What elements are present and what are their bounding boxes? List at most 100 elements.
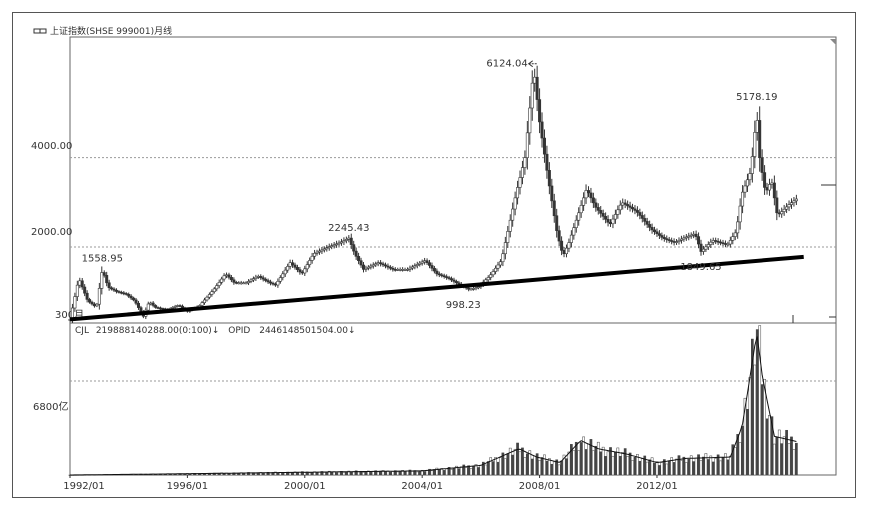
candle-body (205, 296, 209, 301)
candle-body (303, 268, 307, 274)
volume-bar (530, 458, 534, 476)
candle-body (613, 214, 617, 220)
volume-bar (486, 461, 490, 476)
candle-body (215, 285, 219, 290)
candle-body (278, 277, 282, 282)
candle-body (655, 231, 659, 234)
volume-bar (658, 465, 661, 476)
candle-body (132, 297, 136, 301)
candle-body (662, 237, 666, 239)
volume-bar (765, 418, 769, 476)
candle-body (772, 182, 776, 199)
volume-bar (323, 472, 326, 476)
volume-bar (714, 458, 718, 476)
candle-body (266, 280, 270, 283)
chart-svg: 上证指数(SHSE 999001)月线 4000.00 2000.00 300月… (31, 25, 837, 492)
candle-body (203, 299, 207, 304)
volume-bar (587, 443, 590, 476)
candle-body (291, 262, 295, 266)
volume-bar (680, 460, 683, 476)
candle-body (731, 236, 735, 241)
candle-body (112, 288, 116, 291)
candle-body (618, 204, 622, 211)
candle-body (281, 273, 285, 278)
candle-body (728, 240, 732, 245)
candle-body (572, 227, 576, 236)
candle-body (609, 222, 613, 225)
volume-bar (782, 436, 786, 476)
volume-bar (706, 459, 710, 476)
legend-cjl-name: CJL (75, 326, 89, 336)
candle-body (388, 266, 392, 269)
volume-bar (418, 470, 422, 476)
candle-body (398, 269, 402, 271)
volume-bar (760, 384, 764, 476)
volume-bar (335, 472, 338, 476)
candle-body (286, 266, 290, 271)
x-axis: 1992/01 1996/01 2000/01 2004/01 2008/01 2012/… (63, 475, 678, 492)
volume-bar (780, 443, 784, 476)
volume-bar (234, 473, 238, 476)
candle-body (670, 240, 674, 242)
volume-bar (650, 457, 654, 476)
candle-body (149, 302, 153, 305)
candle-body (396, 269, 400, 271)
volume-bar (464, 467, 468, 476)
volume-bar (567, 451, 571, 476)
candle-body (687, 235, 691, 238)
volume-bar (579, 442, 583, 476)
candle-body (489, 274, 493, 278)
candle-body (491, 271, 495, 276)
candle-body (374, 263, 378, 266)
candle-body (770, 182, 774, 185)
volume-bar (296, 472, 299, 476)
candle-body (90, 301, 94, 305)
candle-body (298, 269, 302, 273)
candle-body (714, 240, 718, 242)
candle-body (161, 308, 165, 310)
candle-body (452, 279, 456, 282)
candle-body (330, 245, 334, 248)
annotation-label: 1849.65 (680, 262, 721, 273)
volume-bar (594, 445, 598, 476)
volume-bar (494, 457, 497, 476)
chart-title: 上证指数(SHSE 999001)月线 (50, 25, 172, 37)
candle-body (513, 197, 517, 210)
candle-body (264, 278, 268, 281)
candle-body (523, 157, 527, 168)
candle-body (765, 187, 769, 191)
candle-body (136, 302, 140, 308)
candle-body (437, 273, 441, 276)
volume-bar (611, 455, 615, 476)
volume-bar (672, 462, 676, 476)
candle-body (283, 269, 287, 275)
volume-bar (790, 436, 793, 476)
candle-body (719, 241, 723, 244)
candle-body (410, 266, 414, 269)
volume-bar (694, 457, 698, 476)
volume-bar (753, 364, 757, 476)
candle-body (447, 277, 451, 279)
candle-body (579, 205, 583, 214)
candle-body (657, 233, 661, 236)
volume-bar (396, 471, 400, 476)
candle-body (787, 204, 791, 208)
candle-body (469, 288, 473, 291)
candle-body (234, 281, 238, 284)
candle-body (366, 266, 370, 269)
candle-body (706, 244, 710, 248)
candle-body (100, 272, 104, 289)
candle-body (591, 197, 595, 204)
volume-bar (459, 466, 463, 476)
volume-bar (423, 471, 426, 476)
volume-bar (518, 451, 522, 476)
candle-body (361, 264, 365, 270)
candle-body (428, 262, 432, 266)
volume-bar (415, 471, 419, 476)
candle-body (533, 76, 537, 84)
volume-bar (596, 441, 600, 476)
volume-bar (626, 456, 629, 476)
price-gridlines (70, 157, 836, 248)
annotation-label: 2245.43 (328, 223, 369, 234)
volume-bar (349, 471, 353, 476)
